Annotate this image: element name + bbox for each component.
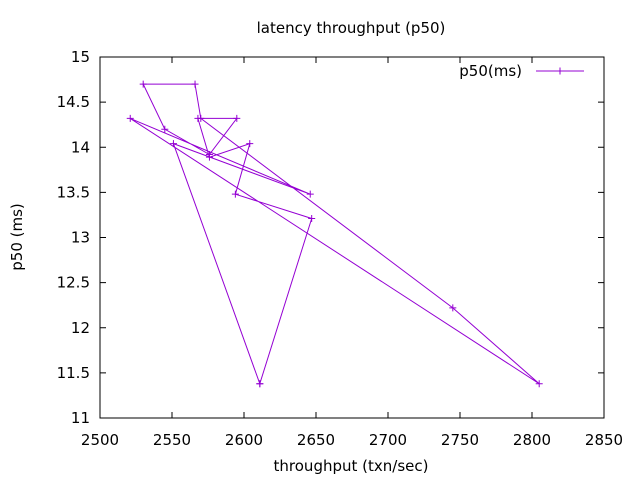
chart-title: latency throughput (p50) <box>257 19 446 37</box>
data-point-marker <box>197 114 205 122</box>
data-point-marker <box>535 380 543 388</box>
data-point-marker <box>233 114 241 122</box>
data-point-marker <box>191 80 199 88</box>
data-point-marker <box>161 125 169 133</box>
y-tick-label: 11.5 <box>57 364 90 382</box>
data-point-marker <box>126 114 134 122</box>
data-point-marker <box>231 190 239 198</box>
x-tick-label: 2800 <box>513 431 551 449</box>
y-axis-label: p50 (ms) <box>8 203 26 271</box>
x-axis-ticks: 2500 2550 2600 2650 2700 2750 2800 2850 <box>81 57 623 449</box>
series-p50 <box>126 80 543 388</box>
plot-frame <box>99 56 605 419</box>
data-point-marker <box>556 67 564 75</box>
legend: p50(ms) <box>459 62 584 80</box>
data-point-marker <box>246 140 254 148</box>
x-tick-label: 2850 <box>585 431 623 449</box>
series-line <box>129 83 540 385</box>
x-tick-label: 2550 <box>153 431 191 449</box>
x-tick-label: 2500 <box>81 431 119 449</box>
data-point-marker <box>306 190 314 198</box>
data-point-marker <box>169 140 177 148</box>
y-tick-label: 12 <box>71 319 90 337</box>
y-tick-label: 12.5 <box>57 274 90 292</box>
data-point-marker <box>205 150 213 158</box>
y-tick-label: 13.5 <box>57 183 90 201</box>
x-tick-label: 2700 <box>369 431 407 449</box>
y-tick-label: 11 <box>71 409 90 427</box>
legend-marker <box>556 67 564 75</box>
data-point-marker <box>256 380 264 388</box>
y-tick-label: 13 <box>71 229 90 247</box>
x-tick-label: 2600 <box>225 431 263 449</box>
x-tick-label: 2750 <box>441 431 479 449</box>
y-tick-label: 14 <box>71 138 90 156</box>
x-tick-label: 2650 <box>297 431 335 449</box>
x-axis-label: throughput (txn/sec) <box>274 457 429 475</box>
y-tick-label: 15 <box>71 48 90 66</box>
y-axis-ticks: 11 11.5 12 12.5 13 13.5 14 14.5 15 <box>57 48 604 427</box>
data-point-marker <box>308 215 316 223</box>
legend-label: p50(ms) <box>459 62 522 80</box>
data-point-marker <box>139 80 147 88</box>
y-tick-label: 14.5 <box>57 93 90 111</box>
data-point-marker <box>449 304 457 312</box>
